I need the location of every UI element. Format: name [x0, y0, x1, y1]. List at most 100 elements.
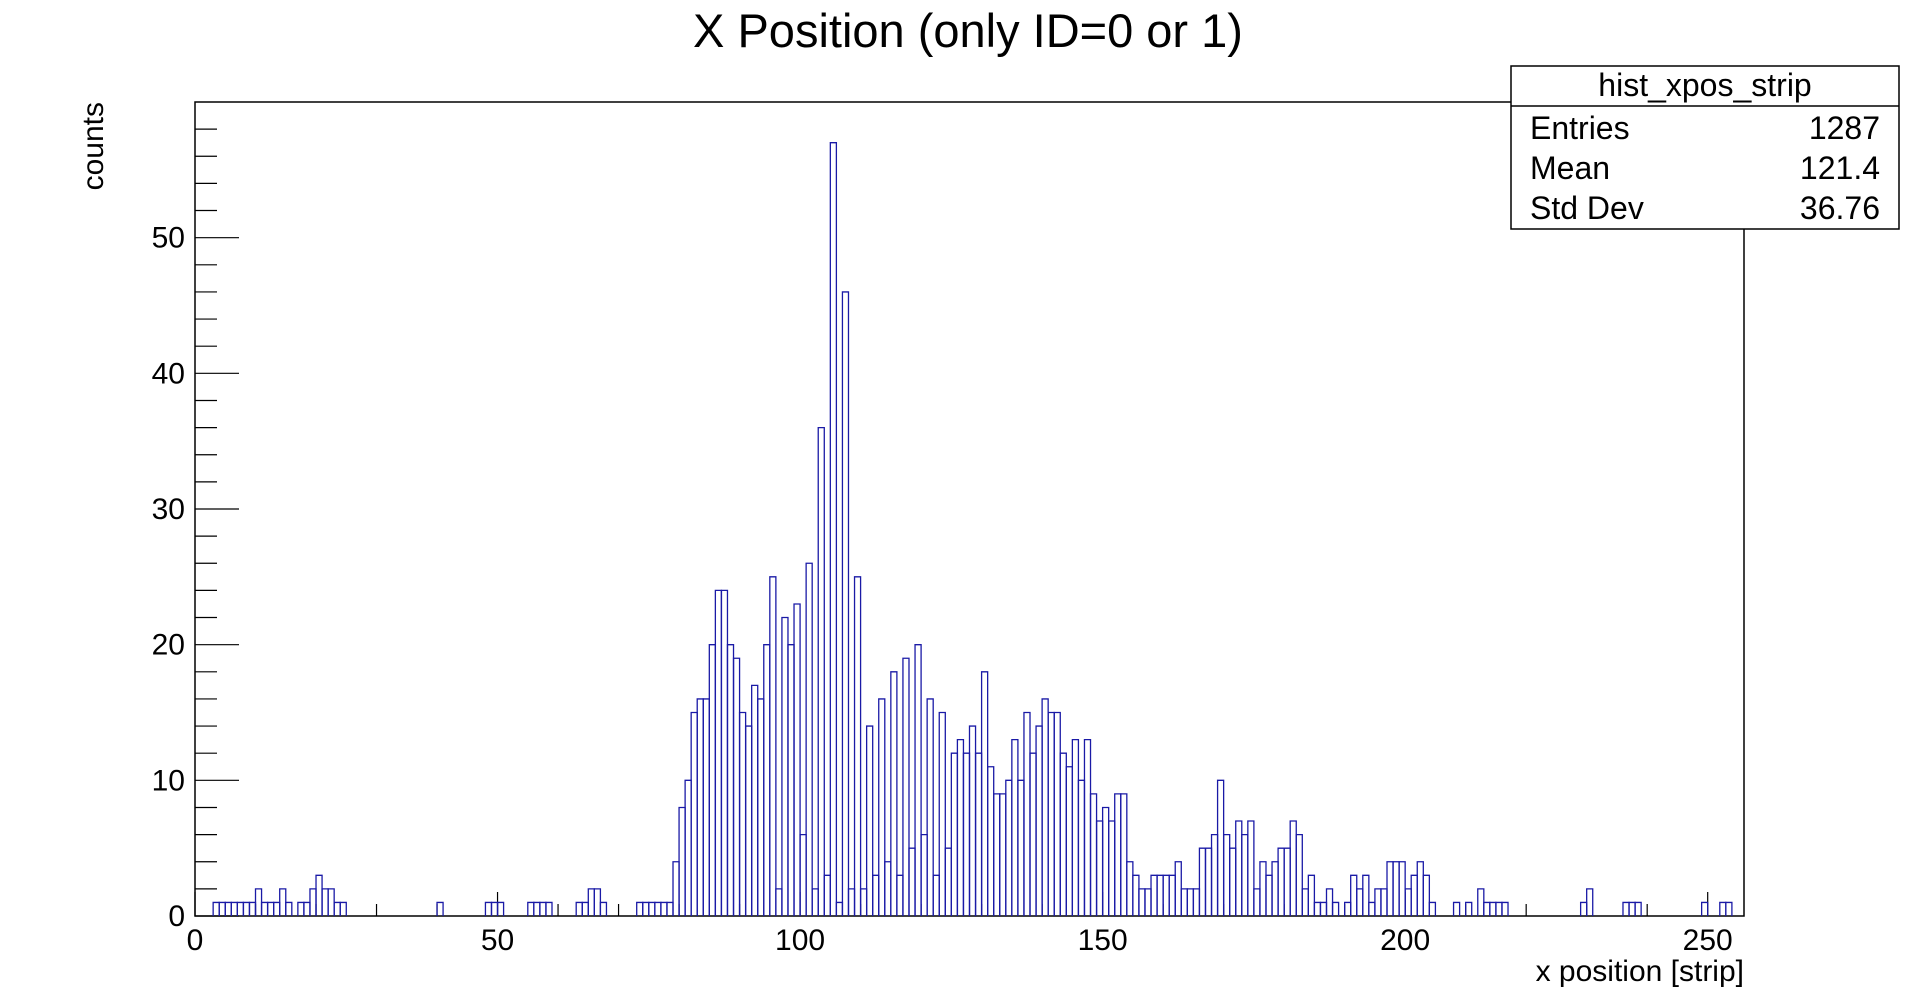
histogram-bin [890, 671, 898, 916]
histogram-bin [545, 901, 553, 916]
histogram-bin [1114, 793, 1122, 916]
histogram-bin [1398, 861, 1406, 916]
histogram-bin [672, 861, 680, 916]
histogram-bin [1700, 901, 1709, 916]
histogram-bin [1344, 901, 1352, 916]
histogram-bin [527, 901, 535, 916]
histogram-bin [242, 901, 251, 916]
histogram-bin [823, 874, 831, 916]
histogram-bin [575, 901, 583, 916]
histogram-bin [884, 861, 892, 916]
histogram-bin [896, 874, 904, 916]
histogram-bin [938, 711, 946, 916]
histogram-bin [212, 901, 220, 916]
histogram-bin [714, 589, 723, 916]
histogram-bin [218, 901, 226, 916]
histogram-bin [436, 901, 444, 916]
histogram-bin [1144, 888, 1152, 916]
x-tick-label: 50 [481, 924, 514, 957]
stats-box: hist_xpos_strip Entries 1287 Mean 121.4 … [1510, 65, 1900, 230]
histogram-bin [1192, 888, 1201, 916]
histogram-bin [1277, 847, 1285, 916]
histogram-bin [1156, 874, 1164, 916]
histogram-bin [1489, 901, 1497, 916]
histogram-bin [1083, 738, 1092, 916]
histogram-bin [1204, 847, 1213, 916]
histogram-bin [1380, 888, 1388, 916]
histogram-bin [962, 752, 971, 916]
histogram-bin [1428, 901, 1437, 916]
stats-mean-value: 121.4 [1800, 150, 1880, 186]
histogram-bin [1005, 779, 1013, 916]
histogram-bin [1283, 847, 1291, 916]
histogram-bin [1047, 711, 1055, 916]
y-tick-label: 30 [152, 493, 185, 526]
histogram-bin [1029, 752, 1037, 916]
histogram-bin [642, 901, 650, 916]
histogram-bin [1241, 833, 1249, 916]
histogram-bin [1325, 888, 1334, 916]
x-tick-label: 200 [1380, 924, 1430, 957]
histogram-bin [539, 901, 547, 916]
histogram-bin [333, 901, 341, 916]
histogram-bin [1362, 874, 1370, 916]
histogram-bin [1386, 861, 1394, 916]
histogram-bin [224, 901, 232, 916]
y-tick-label: 20 [152, 629, 185, 662]
histogram-bin [805, 562, 813, 916]
histogram-bin [793, 603, 801, 916]
histogram-bin [636, 901, 644, 916]
chart-title: X Position (only ID=0 or 1) [693, 4, 1243, 57]
histogram-bin [1247, 820, 1255, 916]
histogram-bin [1452, 901, 1461, 916]
x-tick-label: 150 [1078, 924, 1128, 957]
histogram-bin [999, 793, 1007, 916]
histogram-bin [254, 888, 263, 916]
y-tick-label: 40 [152, 357, 185, 390]
histogram-bin [968, 725, 977, 916]
histogram-bin [1065, 766, 1074, 916]
histogram-bin [902, 657, 910, 916]
histogram-bin [926, 698, 934, 916]
histogram-bin [1017, 779, 1025, 916]
histogram-bin [799, 833, 807, 916]
histogram-bin [1210, 833, 1219, 916]
stats-hist-name: hist_xpos_strip [1598, 67, 1811, 103]
histogram-bin [1174, 861, 1182, 916]
histogram-bin [1077, 779, 1086, 916]
histogram-bin [1222, 833, 1231, 916]
histogram-bin [1186, 888, 1195, 916]
histogram-bin [1011, 738, 1019, 916]
histogram-bin [908, 847, 916, 916]
histogram-bin [273, 901, 281, 916]
histogram-bin [236, 901, 245, 916]
histogram-bin [1168, 874, 1176, 916]
histogram-bin [690, 711, 698, 916]
histogram-bin [1374, 888, 1382, 916]
histogram-bin [720, 589, 729, 916]
y-tick-label: 0 [168, 900, 185, 933]
histogram-bin [327, 888, 335, 916]
histogram-bin [266, 901, 275, 916]
histogram-bin [1180, 888, 1188, 916]
histogram-bin [599, 901, 608, 916]
histogram-bin [490, 901, 499, 916]
histogram-bin [835, 901, 844, 916]
histogram-bin [1725, 901, 1733, 916]
histogram-bin [315, 874, 323, 916]
histogram-bin [587, 888, 596, 916]
histogram-bin [1041, 698, 1049, 916]
histogram-bin [648, 901, 656, 916]
histogram-bin [1198, 847, 1207, 916]
stats-entries-value: 1287 [1809, 110, 1880, 146]
histogram-bin [484, 901, 493, 916]
histogram-bin [496, 901, 505, 916]
histogram-bin [1295, 833, 1303, 916]
histogram-bin [1071, 738, 1080, 916]
histogram-bin [878, 698, 886, 916]
x-tick-label: 100 [775, 924, 825, 957]
histogram-bin [1416, 861, 1424, 916]
histogram-bin [1229, 847, 1237, 916]
histogram-bin [321, 888, 329, 916]
